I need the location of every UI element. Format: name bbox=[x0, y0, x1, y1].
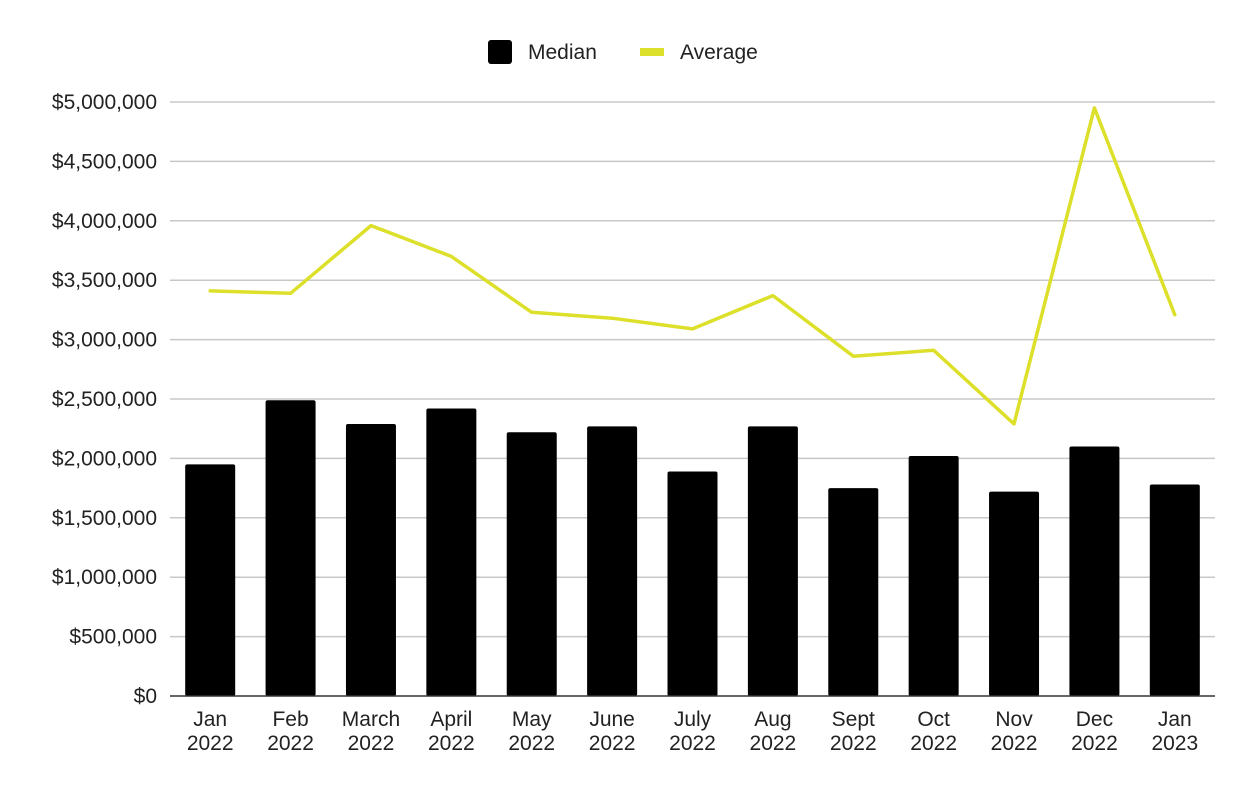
y-tick-label: $4,500,000 bbox=[52, 150, 157, 173]
x-tick-label: Jan 2022 bbox=[187, 708, 234, 755]
x-tick-label: Dec 2022 bbox=[1071, 708, 1118, 755]
x-tick-label: Oct 2022 bbox=[910, 708, 957, 755]
x-tick-label: Feb 2022 bbox=[267, 708, 314, 755]
bar-median bbox=[265, 400, 316, 696]
x-tick-label-line: 2022 bbox=[750, 732, 797, 755]
bar-median bbox=[667, 471, 718, 696]
bar-median bbox=[426, 408, 477, 696]
y-tick-label: $1,000,000 bbox=[52, 566, 157, 589]
legend-swatch-average bbox=[640, 48, 664, 56]
x-tick-label-line: 2023 bbox=[1151, 732, 1198, 755]
y-tick-label: $4,000,000 bbox=[52, 210, 157, 233]
x-tick-label-line: June bbox=[589, 708, 635, 731]
x-tick-label-line: Feb bbox=[272, 708, 308, 731]
x-tick-label-line: Oct bbox=[917, 708, 950, 731]
bar-median bbox=[345, 423, 396, 696]
bar-median bbox=[185, 464, 236, 696]
x-tick-label-line: 2022 bbox=[348, 732, 395, 755]
legend-label-average: Average bbox=[680, 41, 758, 64]
x-tick-label-line: 2022 bbox=[589, 732, 636, 755]
x-tick-label: Sept 2022 bbox=[830, 708, 877, 755]
y-tick-label: $2,500,000 bbox=[52, 388, 157, 411]
y-tick-label: $2,000,000 bbox=[52, 447, 157, 470]
x-tick-label: Aug 2022 bbox=[750, 708, 797, 755]
legend: Median Average bbox=[488, 40, 758, 64]
x-tick-label: April 2022 bbox=[428, 708, 475, 755]
legend-swatch-median bbox=[488, 40, 512, 64]
x-tick-label-line: 2022 bbox=[187, 732, 234, 755]
x-tick-label: June 2022 bbox=[589, 708, 636, 755]
x-tick-label-line: Jan bbox=[1158, 708, 1192, 731]
bar-median bbox=[587, 426, 638, 696]
x-tick-label: Nov 2022 bbox=[991, 708, 1038, 755]
x-tick-label-line: 2022 bbox=[830, 732, 877, 755]
x-tick-label-line: 2022 bbox=[267, 732, 314, 755]
x-tick-label-line: 2022 bbox=[910, 732, 957, 755]
y-tick-label: $3,500,000 bbox=[52, 269, 157, 292]
bar-median bbox=[989, 491, 1040, 696]
bar-median bbox=[908, 456, 959, 696]
bar-median bbox=[828, 488, 879, 696]
x-tick-label-line: Nov bbox=[995, 708, 1033, 731]
x-tick-label: July 2022 bbox=[669, 708, 716, 755]
y-tick-label: $0 bbox=[134, 685, 157, 708]
x-tick-label-line: 2022 bbox=[508, 732, 555, 755]
x-tick-label-line: Sept bbox=[832, 708, 875, 731]
average-line bbox=[208, 106, 1177, 426]
gridlines bbox=[170, 101, 1215, 638]
y-tick-label: $5,000,000 bbox=[52, 91, 157, 114]
bar-median bbox=[747, 426, 798, 696]
x-tick-label-line: 2022 bbox=[669, 732, 716, 755]
y-axis-tick-labels: $0 $500,000 $1,000,000 $1,500,000 $2,000,000… bbox=[52, 91, 157, 708]
bar-median bbox=[1149, 484, 1200, 696]
x-tick-label-line: 2022 bbox=[1071, 732, 1118, 755]
legend-label-median: Median bbox=[528, 41, 597, 64]
y-tick-label: $500,000 bbox=[69, 626, 157, 649]
x-tick-label-line: 2022 bbox=[991, 732, 1038, 755]
x-tick-label-line: 2022 bbox=[428, 732, 475, 755]
x-tick-label-line: Aug bbox=[754, 708, 791, 731]
x-tick-label: Jan 2023 bbox=[1151, 708, 1198, 755]
y-tick-label: $1,500,000 bbox=[52, 507, 157, 530]
x-tick-label: May 2022 bbox=[508, 708, 555, 755]
x-tick-label-line: Jan bbox=[193, 708, 227, 731]
y-tick-label: $3,000,000 bbox=[52, 329, 157, 352]
average-line-group bbox=[208, 106, 1177, 426]
median-bars bbox=[185, 400, 1200, 696]
x-tick-label-line: July bbox=[674, 708, 712, 731]
x-tick-label-line: March bbox=[342, 708, 400, 731]
x-tick-label-line: May bbox=[512, 708, 552, 731]
x-tick-label-line: April bbox=[430, 708, 472, 731]
bar-median bbox=[506, 432, 557, 696]
bar-median bbox=[1069, 446, 1120, 696]
x-tick-label: March 2022 bbox=[342, 708, 400, 755]
x-tick-label-line: Dec bbox=[1076, 708, 1113, 731]
